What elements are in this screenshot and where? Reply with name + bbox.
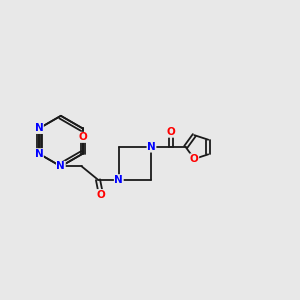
Text: O: O — [97, 190, 105, 200]
Text: N: N — [114, 175, 123, 185]
Text: O: O — [167, 127, 175, 137]
Text: N: N — [34, 149, 43, 159]
Text: O: O — [190, 154, 199, 164]
Text: N: N — [56, 161, 65, 171]
Text: O: O — [78, 132, 87, 142]
Text: N: N — [34, 124, 43, 134]
Text: N: N — [147, 142, 156, 152]
